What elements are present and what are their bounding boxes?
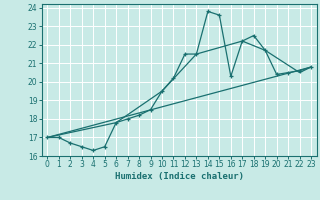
X-axis label: Humidex (Indice chaleur): Humidex (Indice chaleur) <box>115 172 244 181</box>
